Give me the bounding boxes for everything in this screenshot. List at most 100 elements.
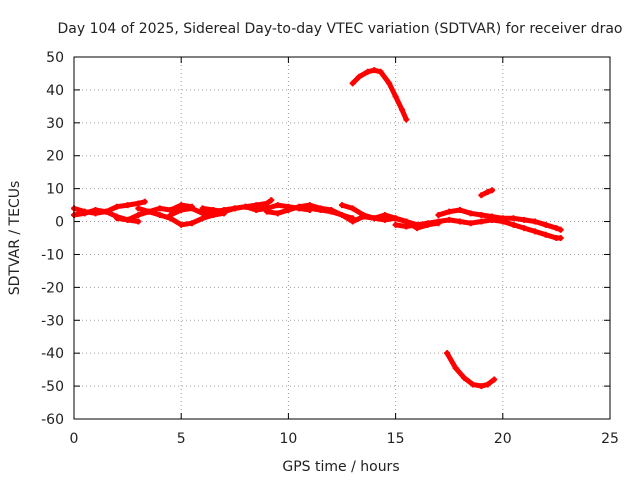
y-tick-label: -20 [41, 280, 64, 296]
data-point [274, 210, 281, 217]
y-axis: 50 40 30 20 10 0 -10 -20 -30 -40 -50 -60 [41, 50, 610, 428]
x-tick-label: 20 [494, 431, 512, 447]
data-point [484, 188, 491, 195]
data-point [242, 203, 249, 210]
x-tick-label: 25 [601, 431, 619, 447]
data-point [268, 197, 275, 204]
data-point [461, 374, 468, 381]
data-point [146, 208, 153, 215]
data-point [328, 208, 335, 215]
data-point [296, 203, 303, 210]
y-tick-label: 20 [46, 149, 64, 165]
data-point [491, 376, 498, 383]
data-point [381, 216, 388, 223]
data-point [478, 211, 485, 218]
data-point [553, 225, 560, 232]
data-point [178, 221, 185, 228]
data-point [452, 364, 459, 371]
y-tick-label: 40 [46, 83, 64, 99]
x-tick-label: 15 [387, 431, 405, 447]
data-point [364, 68, 371, 75]
data-point [103, 208, 110, 215]
data-point [188, 205, 195, 212]
data-point [356, 73, 363, 80]
data-point [113, 203, 120, 210]
data-point [253, 207, 260, 214]
data-point [414, 221, 421, 228]
data-point [156, 211, 163, 218]
data-point [349, 205, 356, 212]
data-point [392, 221, 399, 228]
grid [74, 57, 610, 419]
chart-title: Day 104 of 2025, Sidereal Day-to-day VTE… [57, 21, 622, 37]
data-point [339, 202, 345, 209]
data-point [435, 218, 442, 225]
data-point [557, 226, 564, 233]
data-point [188, 220, 195, 227]
data-point [521, 216, 528, 223]
data-point [531, 228, 538, 235]
x-axis: 0 5 10 15 20 25 [70, 57, 619, 447]
data-point [478, 383, 485, 390]
data-point [424, 220, 431, 227]
x-tick-label: 10 [279, 431, 297, 447]
y-tick-label: 0 [55, 215, 64, 231]
data-point [306, 205, 313, 212]
data-point [178, 207, 185, 214]
data-point [557, 235, 564, 241]
data-point [456, 207, 463, 214]
y-tick-label: -60 [41, 412, 64, 428]
data-point [317, 207, 324, 214]
data-point [285, 207, 292, 214]
data-point [221, 208, 228, 215]
data-marks [71, 67, 564, 390]
data-point [499, 215, 506, 222]
data-point [167, 211, 174, 218]
data-point [156, 205, 163, 212]
data-point [92, 207, 99, 214]
y-tick-label: -40 [41, 346, 64, 362]
y-tick-label: 30 [46, 116, 64, 132]
y-tick-label: 10 [46, 182, 64, 198]
data-point [81, 210, 88, 217]
data-point [542, 231, 549, 238]
x-tick-label: 5 [177, 431, 186, 447]
data-point [371, 215, 378, 222]
data-point [392, 93, 399, 100]
data-point [489, 187, 496, 194]
x-tick-label: 0 [70, 431, 79, 447]
data-point [349, 218, 356, 225]
data-point [478, 192, 485, 199]
data-point [542, 221, 549, 228]
data-point [444, 350, 451, 357]
data-point [274, 202, 281, 209]
data-point [349, 80, 356, 87]
data-point [403, 223, 410, 230]
data-point [399, 106, 406, 113]
data-point [521, 225, 528, 232]
data-point [231, 205, 238, 212]
data-point [210, 207, 217, 214]
data-point [124, 202, 131, 209]
y-tick-label: -30 [41, 313, 64, 329]
data-point [456, 218, 463, 225]
series-trace-pass-10 [393, 217, 495, 229]
data-point [135, 218, 142, 225]
data-point [446, 216, 453, 223]
data-point [510, 221, 517, 228]
data-point [377, 68, 384, 75]
data-point [141, 198, 148, 205]
y-tick-label: -10 [41, 247, 64, 263]
data-point [484, 381, 491, 388]
plot-frame [73, 56, 611, 420]
x-axis-title: GPS time / hours [282, 459, 399, 475]
data-point [435, 211, 442, 218]
data-point [403, 116, 410, 123]
y-axis-title: SDTVAR / TECUs [7, 181, 23, 296]
y-tick-label: 50 [46, 50, 64, 66]
data-point [113, 215, 120, 222]
y-tick-label: -50 [41, 379, 64, 395]
data-point [263, 208, 270, 215]
data-point [360, 211, 367, 218]
